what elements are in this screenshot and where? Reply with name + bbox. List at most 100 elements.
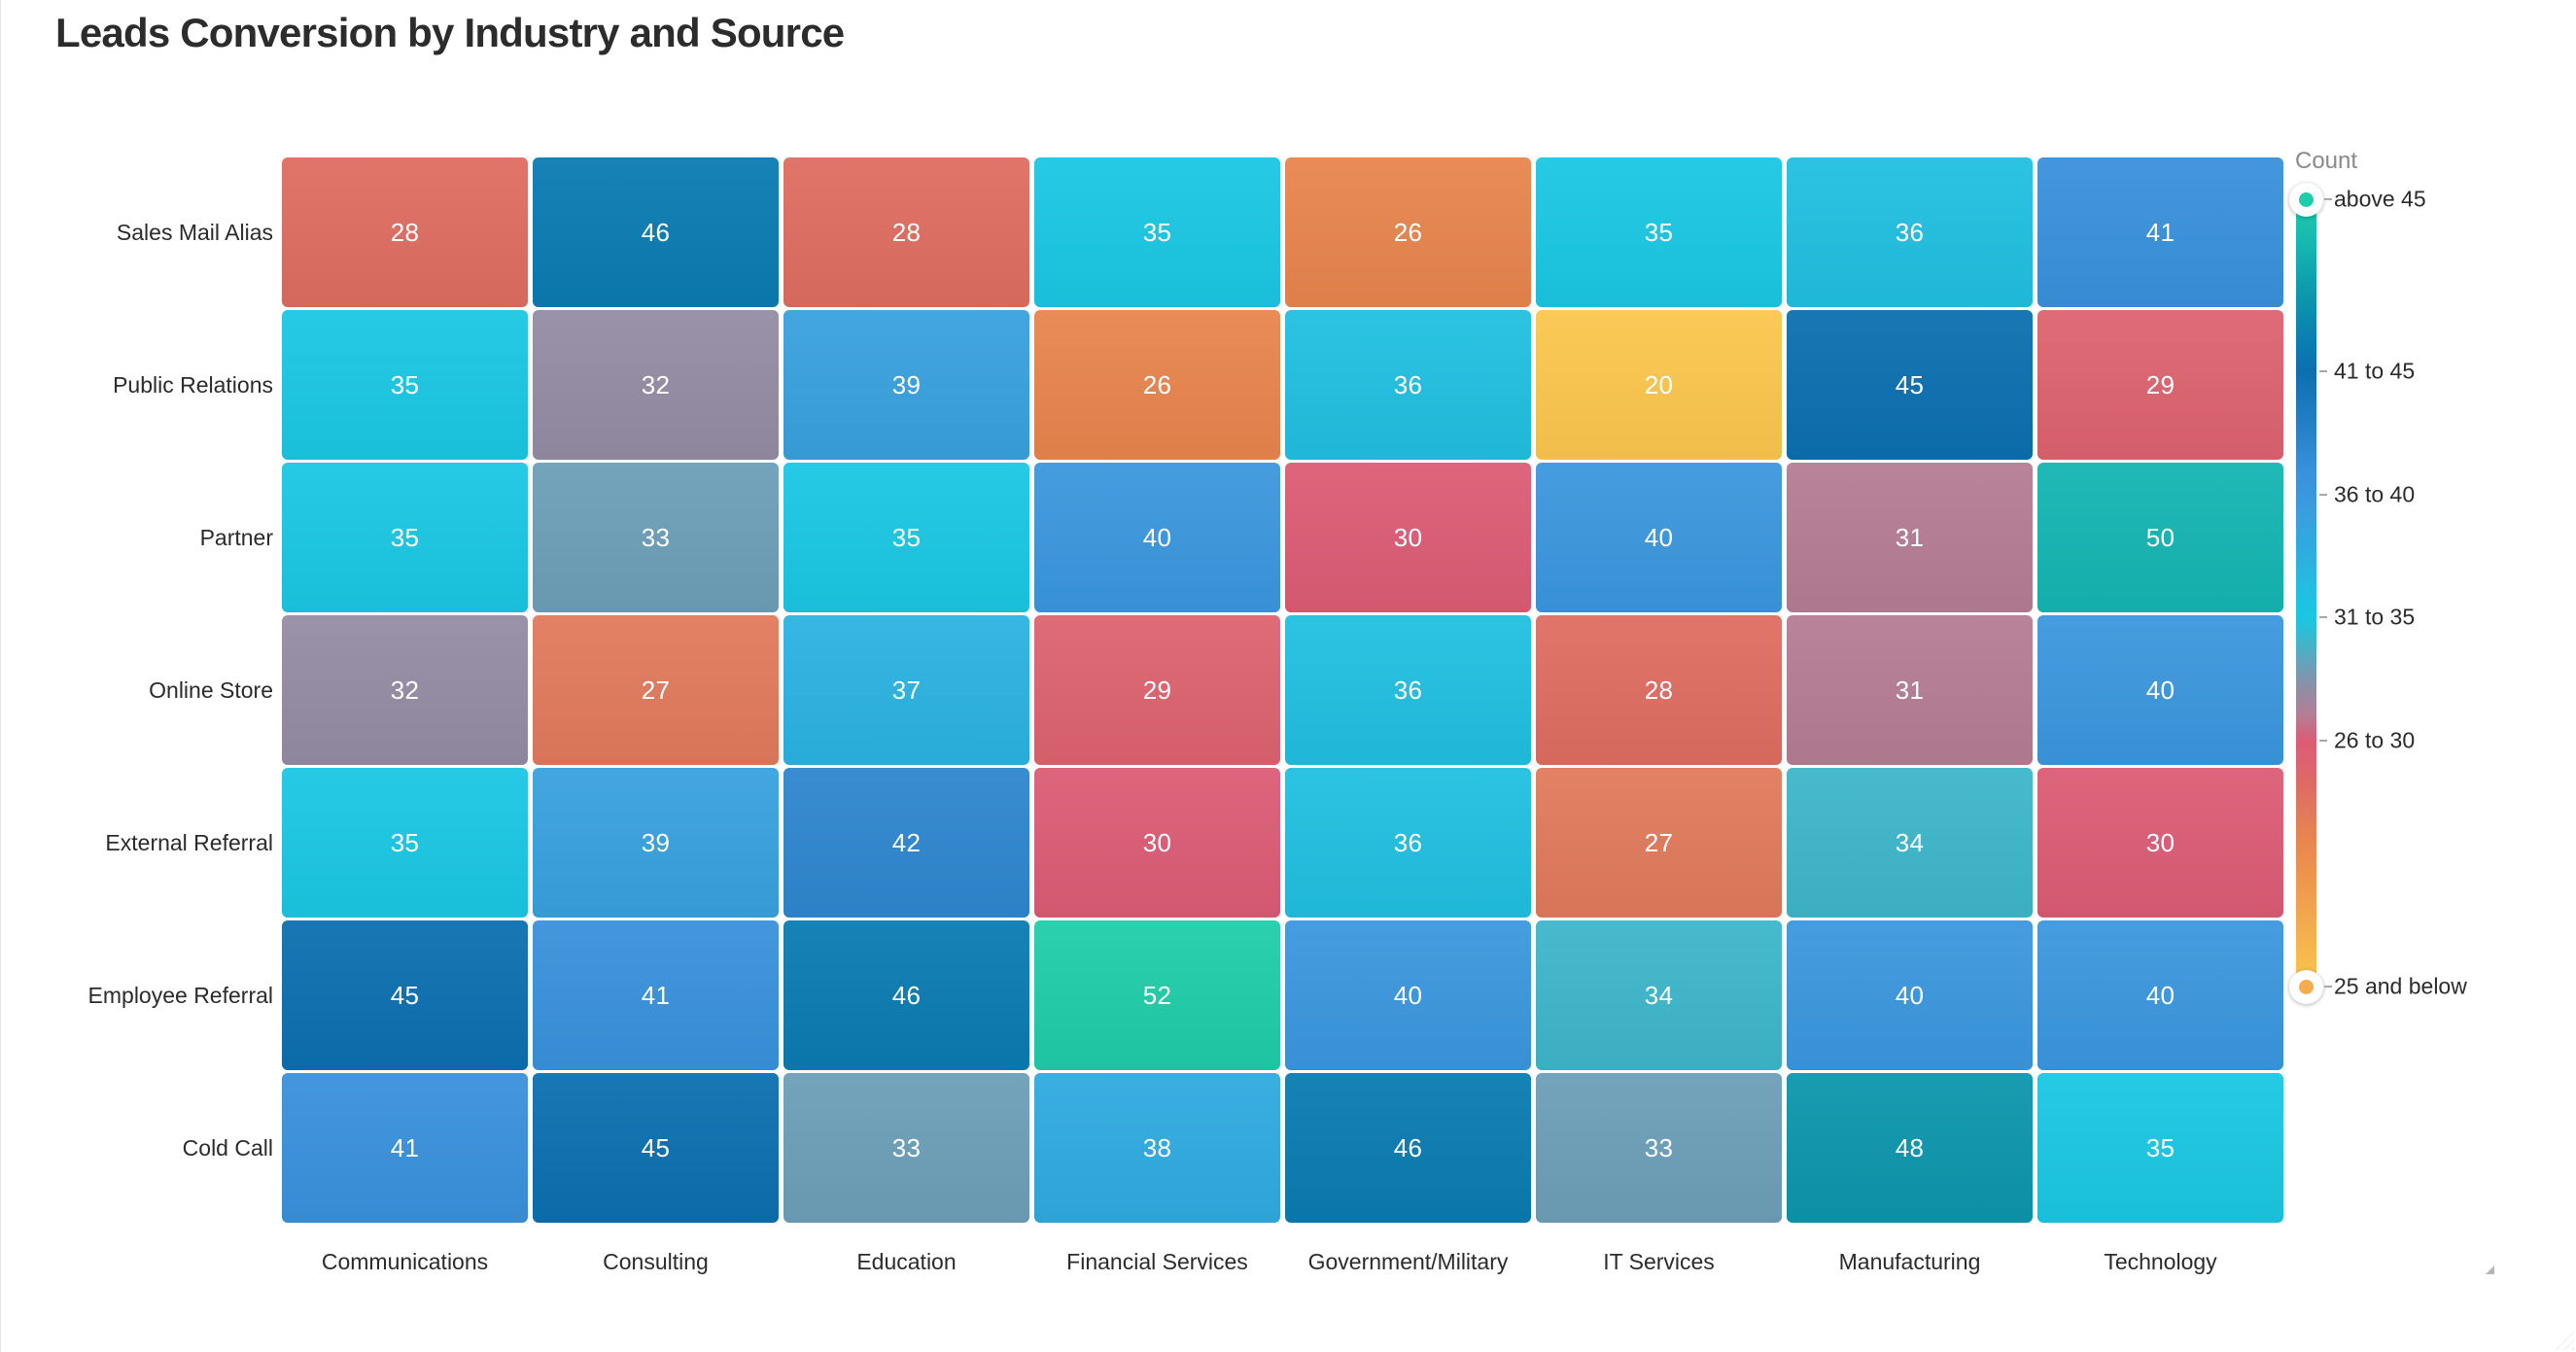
- heatmap-cell[interactable]: 35: [282, 310, 528, 460]
- heatmap-cell[interactable]: 45: [1787, 310, 2033, 460]
- legend-tick: [2324, 198, 2332, 200]
- heatmap-cell[interactable]: 33: [783, 1073, 1029, 1223]
- heatmap-cell[interactable]: 38: [1034, 1073, 1280, 1223]
- cell-value: 40: [1142, 522, 1172, 552]
- cell-value: 34: [1644, 980, 1674, 1010]
- cell-value: 31: [1895, 522, 1925, 552]
- heatmap-cell[interactable]: 30: [1285, 463, 1531, 612]
- x-axis-labels: Communications Consulting Education Financi…: [282, 1248, 2283, 1279]
- cell-value: 28: [1644, 675, 1674, 705]
- cell-value: 35: [891, 522, 922, 552]
- heatmap-cell[interactable]: 29: [1034, 615, 1280, 765]
- legend-tick: [2319, 493, 2327, 496]
- heatmap-cell[interactable]: 40: [1034, 463, 1280, 612]
- heatmap-cell[interactable]: 32: [533, 310, 779, 460]
- heatmap-cell[interactable]: 35: [282, 463, 528, 612]
- heatmap-cell[interactable]: 45: [282, 920, 528, 1070]
- cell-value: 42: [891, 827, 922, 857]
- y-axis-labels: Sales Mail Alias Public Relations Partner O…: [1, 157, 273, 1223]
- cell-value: 33: [891, 1132, 922, 1162]
- cell-value: 40: [2145, 980, 2176, 1010]
- heatmap-cell[interactable]: 41: [2037, 157, 2283, 307]
- heatmap-cell[interactable]: 20: [1536, 310, 1782, 460]
- heatmap-cell[interactable]: 46: [533, 157, 779, 307]
- heatmap-cell[interactable]: 27: [533, 615, 779, 765]
- cell-value: 40: [1895, 980, 1925, 1010]
- heatmap-cell[interactable]: 35: [2037, 1073, 2283, 1223]
- heatmap-cell[interactable]: 50: [2037, 463, 2283, 612]
- cell-value: 36: [1393, 369, 1423, 399]
- cell-value: 41: [2145, 217, 2176, 247]
- heatmap-grid: 28 46 28 35 26 35 36 41 35 32 39 26 36 20 45 29 35 33 35 40…: [282, 157, 2283, 1223]
- heatmap-cell[interactable]: 45: [533, 1073, 779, 1223]
- cell-value: 28: [891, 217, 922, 247]
- heatmap-cell[interactable]: 36: [1285, 310, 1531, 460]
- heatmap-cell[interactable]: 27: [1536, 768, 1782, 918]
- heatmap-cell[interactable]: 35: [783, 463, 1029, 612]
- cell-value: 40: [1644, 522, 1674, 552]
- cell-value: 20: [1644, 369, 1674, 399]
- heatmap-cell[interactable]: 46: [1285, 1073, 1531, 1223]
- heatmap-cell[interactable]: 26: [1285, 157, 1531, 307]
- heatmap-cell[interactable]: 40: [2037, 920, 2283, 1070]
- cell-value: 35: [2145, 1132, 2176, 1162]
- cell-value: 46: [641, 217, 671, 247]
- heatmap-cell[interactable]: 28: [783, 157, 1029, 307]
- legend-label: 25 and below: [2334, 973, 2467, 999]
- cell-value: 29: [1142, 675, 1172, 705]
- chart-title: Leads Conversion by Industry and Source: [55, 10, 845, 55]
- heatmap-cell[interactable]: 41: [282, 1073, 528, 1223]
- heatmap-cell[interactable]: 28: [282, 157, 528, 307]
- heatmap-cell[interactable]: 33: [1536, 1073, 1782, 1223]
- legend-label: 31 to 35: [2334, 604, 2416, 630]
- heatmap-cell[interactable]: 40: [2037, 615, 2283, 765]
- heatmap-cell[interactable]: 34: [1536, 920, 1782, 1070]
- heatmap-cell[interactable]: 29: [2037, 310, 2283, 460]
- heatmap-cell[interactable]: 52: [1034, 920, 1280, 1070]
- cell-value: 38: [1142, 1132, 1172, 1162]
- heatmap-cell[interactable]: 40: [1285, 920, 1531, 1070]
- legend-tick: [2319, 370, 2327, 373]
- heatmap-cell[interactable]: 39: [783, 310, 1029, 460]
- widget-resize-grip-icon[interactable]: [2486, 1265, 2494, 1274]
- heatmap-cell[interactable]: 36: [1285, 768, 1531, 918]
- legend-max-handle[interactable]: [2289, 182, 2323, 217]
- legend-label: above 45: [2334, 186, 2426, 212]
- heatmap-cell[interactable]: 35: [1536, 157, 1782, 307]
- heatmap-cell[interactable]: 48: [1787, 1073, 2033, 1223]
- cell-value: 41: [390, 1132, 420, 1162]
- heatmap-cell[interactable]: 39: [533, 768, 779, 918]
- legend-gradient-bar: [2296, 199, 2316, 987]
- heatmap-cell[interactable]: 32: [282, 615, 528, 765]
- cell-value: 33: [641, 522, 671, 552]
- heatmap-cell[interactable]: 34: [1787, 768, 2033, 918]
- legend-title: Count: [2295, 148, 2358, 174]
- legend-tick: [2319, 616, 2327, 619]
- heatmap-cell[interactable]: 37: [783, 615, 1029, 765]
- window-resize-grip-icon[interactable]: [2549, 1325, 2574, 1350]
- heatmap-cell[interactable]: 40: [1787, 920, 2033, 1070]
- heatmap-cell[interactable]: 41: [533, 920, 779, 1070]
- heatmap-cell[interactable]: 35: [282, 768, 528, 918]
- heatmap-cell[interactable]: 31: [1787, 615, 2033, 765]
- heatmap-cell[interactable]: 46: [783, 920, 1029, 1070]
- cell-value: 52: [1142, 980, 1172, 1010]
- heatmap-cell[interactable]: 30: [2037, 768, 2283, 918]
- cell-value: 31: [1895, 675, 1925, 705]
- heatmap-cell[interactable]: 28: [1536, 615, 1782, 765]
- heatmap-cell[interactable]: 40: [1536, 463, 1782, 612]
- heatmap-cell[interactable]: 35: [1034, 157, 1280, 307]
- legend-min-handle[interactable]: [2289, 969, 2323, 1004]
- heatmap-cell[interactable]: 26: [1034, 310, 1280, 460]
- y-axis-label: Partner: [199, 524, 273, 550]
- heatmap-cell[interactable]: 31: [1787, 463, 2033, 612]
- y-axis-label: Cold Call: [182, 1134, 273, 1161]
- heatmap-cell[interactable]: 42: [783, 768, 1029, 918]
- heatmap-cell[interactable]: 36: [1285, 615, 1531, 765]
- heatmap-cell[interactable]: 30: [1034, 768, 1280, 918]
- cell-value: 40: [2145, 675, 2176, 705]
- cell-value: 36: [1895, 217, 1925, 247]
- heatmap-cell[interactable]: 33: [533, 463, 779, 612]
- x-axis-label: Education: [856, 1249, 957, 1274]
- heatmap-cell[interactable]: 36: [1787, 157, 2033, 307]
